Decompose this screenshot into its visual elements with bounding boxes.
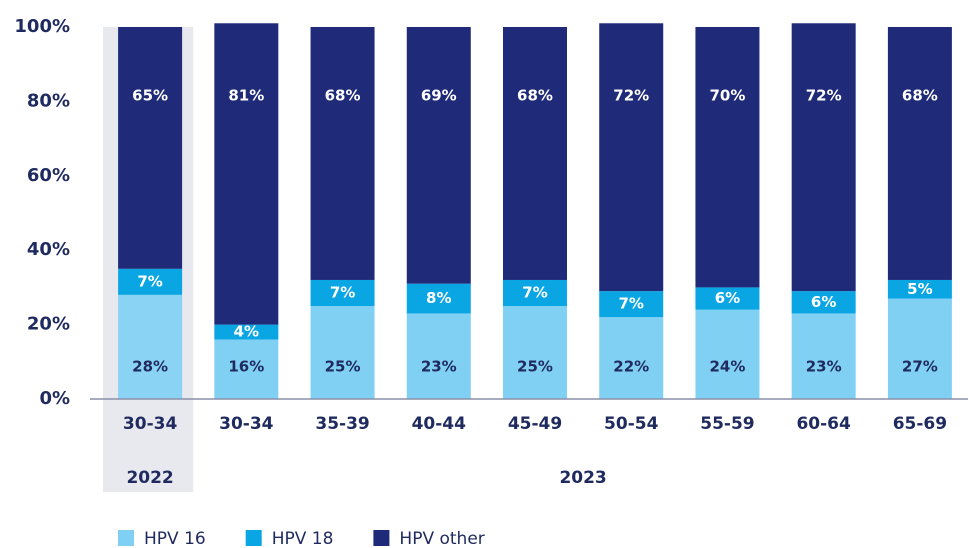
x-tick-label: 35-39	[315, 414, 369, 434]
bar-segment	[695, 27, 760, 288]
data-label: 4%	[234, 323, 259, 341]
bar-segment	[791, 313, 856, 399]
data-label: 25%	[517, 358, 553, 376]
data-label: 22%	[613, 358, 649, 376]
data-label: 8%	[426, 289, 451, 307]
data-label: 81%	[228, 86, 264, 104]
data-label: 72%	[613, 86, 649, 104]
group-label: 2022	[126, 468, 173, 488]
data-label: 27%	[902, 358, 938, 376]
bar-segment	[503, 279, 567, 306]
bar-segment	[887, 279, 952, 299]
bar-segment	[118, 27, 183, 269]
bar-segment	[503, 27, 567, 280]
legend-label: HPV 18	[272, 529, 334, 548]
legend-swatch	[118, 530, 134, 546]
y-tick-label: 60%	[27, 165, 70, 186]
y-tick-label: 80%	[27, 90, 70, 111]
bar-segment	[214, 23, 279, 325]
x-tick-label: 45-49	[508, 414, 562, 434]
bar-segment	[599, 317, 664, 399]
bar-segment	[310, 27, 375, 280]
data-label: 69%	[421, 86, 457, 104]
bar-segment	[406, 313, 471, 399]
legend-label: HPV other	[399, 529, 484, 548]
bar-segment	[118, 294, 183, 399]
data-label: 24%	[709, 358, 745, 376]
bar-segment	[887, 298, 952, 399]
data-label: 5%	[907, 280, 932, 298]
data-label: 68%	[325, 86, 361, 104]
bar-segment	[695, 287, 760, 310]
bar-segment	[791, 291, 856, 314]
bar-segment	[310, 306, 375, 399]
data-label: 7%	[618, 295, 643, 313]
bar-segment	[214, 339, 279, 399]
group-label: 2023	[559, 468, 606, 488]
bar-segment	[791, 23, 856, 292]
bar-segment	[599, 291, 664, 318]
legend-swatch	[245, 530, 262, 546]
data-label: 6%	[811, 293, 836, 311]
data-label: 25%	[325, 358, 361, 376]
x-tick-label: 55-59	[700, 414, 754, 434]
bar-segment	[503, 306, 567, 399]
x-tick-label: 60-64	[796, 414, 851, 434]
x-tick-label: 40-44	[412, 414, 467, 434]
bar-segment	[695, 309, 760, 399]
data-label: 7%	[330, 283, 355, 301]
y-tick-label: 100%	[14, 16, 70, 37]
bar-segment	[406, 27, 471, 284]
bar-segment	[406, 283, 471, 314]
data-label: 6%	[715, 289, 740, 307]
y-tick-label: 20%	[27, 314, 70, 335]
x-tick-label: 65-69	[893, 414, 947, 434]
bar-segment	[214, 324, 279, 340]
x-tick-label: 50-54	[604, 414, 659, 434]
bar-segment	[887, 27, 952, 280]
data-label: 7%	[137, 272, 162, 290]
data-label: 23%	[806, 358, 842, 376]
data-label: 65%	[132, 86, 168, 104]
bar-segment	[599, 23, 664, 292]
y-tick-label: 0%	[39, 388, 70, 409]
data-label: 68%	[517, 86, 553, 104]
data-label: 28%	[132, 358, 168, 376]
data-label: 16%	[228, 358, 264, 376]
data-label: 68%	[902, 86, 938, 104]
data-label: 70%	[709, 86, 745, 104]
legend-swatch	[373, 530, 390, 546]
bar-segment	[310, 279, 375, 306]
y-tick-label: 40%	[27, 239, 70, 260]
x-tick-label: 30-34	[219, 414, 274, 434]
x-tick-label: 30-34	[123, 414, 178, 434]
data-label: 23%	[421, 358, 457, 376]
data-label: 72%	[806, 86, 842, 104]
legend-label: HPV 16	[144, 529, 206, 548]
bar-segment	[118, 268, 183, 295]
data-label: 7%	[522, 283, 547, 301]
